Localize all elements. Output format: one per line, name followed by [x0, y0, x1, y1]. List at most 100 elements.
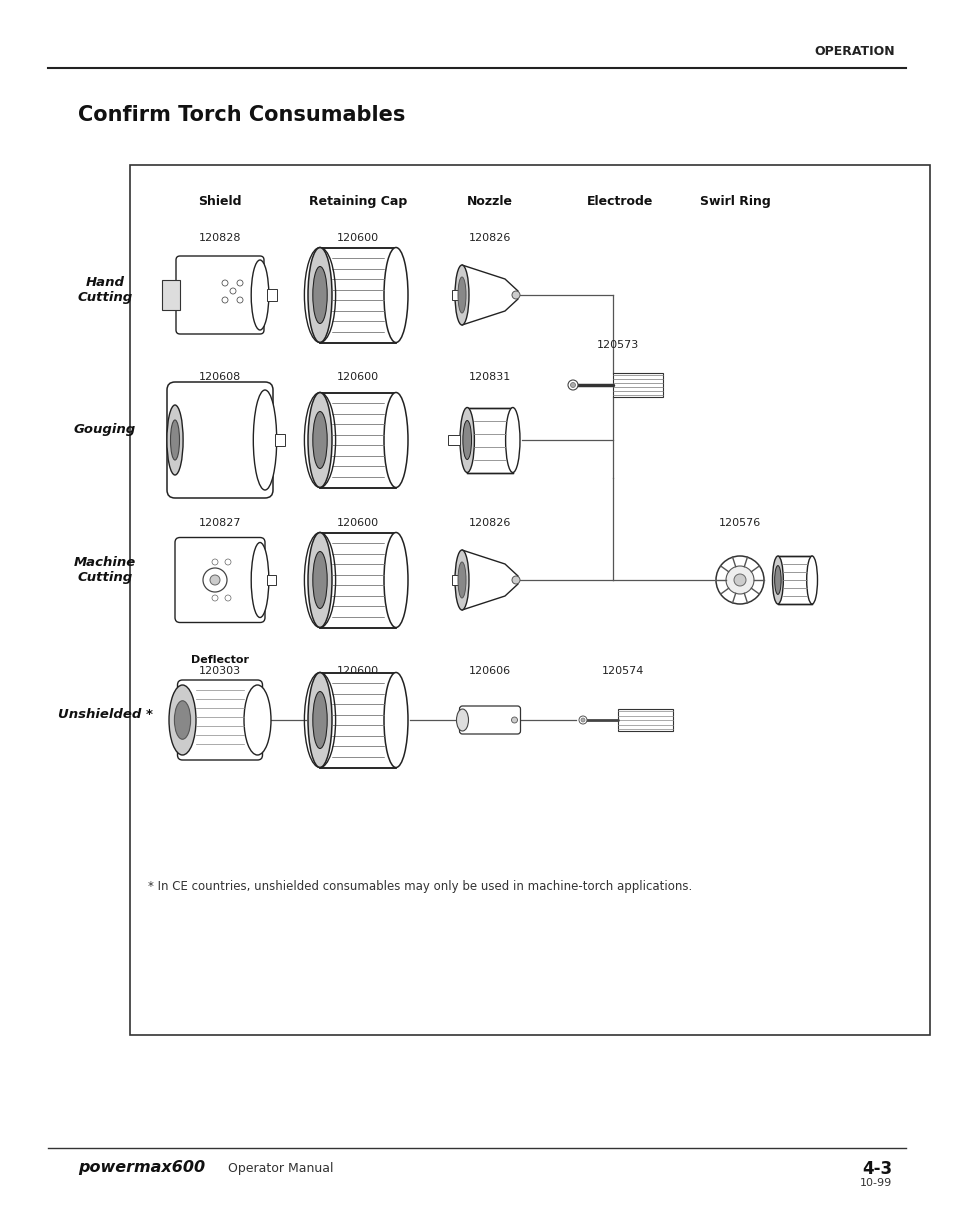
Text: 10-99: 10-99: [859, 1178, 891, 1188]
Bar: [467, 407, 513, 472]
Ellipse shape: [174, 701, 191, 739]
Text: 4-3: 4-3: [861, 1160, 891, 1178]
Ellipse shape: [313, 551, 327, 609]
Text: Swirl Ring: Swirl Ring: [699, 195, 770, 209]
Ellipse shape: [505, 407, 519, 472]
Circle shape: [230, 288, 235, 294]
Text: Shield: Shield: [198, 195, 241, 209]
Ellipse shape: [244, 685, 271, 755]
Text: Confirm Torch Consumables: Confirm Torch Consumables: [78, 106, 405, 125]
Text: Deflector: Deflector: [191, 655, 249, 665]
Text: OPERATION: OPERATION: [814, 45, 894, 58]
Bar: [777, 556, 811, 604]
Ellipse shape: [313, 266, 327, 324]
Circle shape: [236, 297, 243, 303]
Ellipse shape: [171, 420, 179, 460]
Text: 120600: 120600: [336, 233, 378, 243]
Bar: [274, 434, 284, 445]
Polygon shape: [461, 265, 517, 325]
Text: 120600: 120600: [336, 372, 378, 382]
Text: 120608: 120608: [198, 372, 241, 382]
Bar: [319, 672, 395, 768]
Ellipse shape: [313, 411, 327, 469]
Text: * In CE countries, unshielded consumables may only be used in machine-torch appl: * In CE countries, unshielded consumable…: [148, 880, 692, 893]
Ellipse shape: [457, 562, 465, 598]
Ellipse shape: [455, 550, 469, 610]
Ellipse shape: [456, 709, 468, 731]
Text: Nozzle: Nozzle: [467, 195, 513, 209]
Ellipse shape: [167, 405, 183, 475]
Ellipse shape: [384, 248, 408, 342]
Bar: [452, 575, 463, 585]
Bar: [267, 575, 275, 585]
Bar: [162, 280, 180, 310]
Circle shape: [580, 718, 584, 721]
Text: 120827: 120827: [198, 518, 241, 528]
Circle shape: [212, 560, 218, 564]
Text: 120573: 120573: [597, 340, 639, 350]
Bar: [319, 533, 395, 627]
Ellipse shape: [455, 265, 469, 325]
Circle shape: [222, 297, 228, 303]
Polygon shape: [461, 550, 517, 610]
Ellipse shape: [462, 421, 471, 459]
Ellipse shape: [772, 556, 782, 604]
Circle shape: [203, 568, 227, 591]
Circle shape: [210, 575, 220, 585]
Text: 120831: 120831: [468, 372, 511, 382]
Text: Gouging: Gouging: [73, 423, 136, 437]
Ellipse shape: [253, 390, 276, 490]
Circle shape: [222, 280, 228, 286]
Bar: [618, 709, 672, 731]
Text: powermax600: powermax600: [78, 1160, 205, 1175]
Ellipse shape: [251, 260, 269, 330]
Bar: [267, 290, 276, 301]
Text: 120826: 120826: [468, 233, 511, 243]
Ellipse shape: [308, 672, 332, 768]
FancyBboxPatch shape: [175, 256, 264, 334]
Text: Unshielded *: Unshielded *: [57, 708, 152, 721]
Ellipse shape: [384, 672, 408, 768]
Text: 120574: 120574: [601, 666, 643, 676]
Bar: [452, 290, 463, 299]
Text: 120600: 120600: [336, 666, 378, 676]
Text: Machine
Cutting: Machine Cutting: [73, 556, 136, 584]
Text: Retaining Cap: Retaining Cap: [309, 195, 407, 209]
Ellipse shape: [169, 685, 195, 755]
Circle shape: [716, 556, 763, 604]
Circle shape: [570, 383, 575, 388]
Bar: [130, 164, 929, 1036]
FancyBboxPatch shape: [174, 537, 265, 622]
Text: Operator Manual: Operator Manual: [220, 1162, 334, 1175]
Circle shape: [578, 717, 586, 724]
Ellipse shape: [308, 248, 332, 342]
Circle shape: [225, 560, 231, 564]
Ellipse shape: [308, 393, 332, 487]
Circle shape: [236, 280, 243, 286]
Circle shape: [511, 717, 517, 723]
Ellipse shape: [774, 566, 781, 594]
Ellipse shape: [384, 533, 408, 627]
Bar: [319, 248, 395, 342]
Text: 120606: 120606: [469, 666, 511, 676]
FancyBboxPatch shape: [167, 382, 273, 498]
Ellipse shape: [308, 533, 332, 627]
Text: Electrode: Electrode: [586, 195, 653, 209]
Bar: [319, 393, 395, 487]
Ellipse shape: [806, 556, 817, 604]
Text: 120303: 120303: [199, 666, 241, 676]
Bar: [613, 373, 662, 398]
Ellipse shape: [384, 393, 408, 487]
Ellipse shape: [251, 542, 269, 617]
Ellipse shape: [459, 407, 474, 472]
Circle shape: [567, 380, 578, 390]
Text: Hand
Cutting: Hand Cutting: [77, 276, 132, 304]
FancyBboxPatch shape: [177, 680, 262, 760]
FancyBboxPatch shape: [459, 706, 520, 734]
Circle shape: [212, 595, 218, 601]
Text: 120600: 120600: [336, 518, 378, 528]
Text: 120576: 120576: [719, 518, 760, 528]
Bar: [448, 436, 459, 445]
Circle shape: [725, 566, 753, 594]
Text: 120828: 120828: [198, 233, 241, 243]
